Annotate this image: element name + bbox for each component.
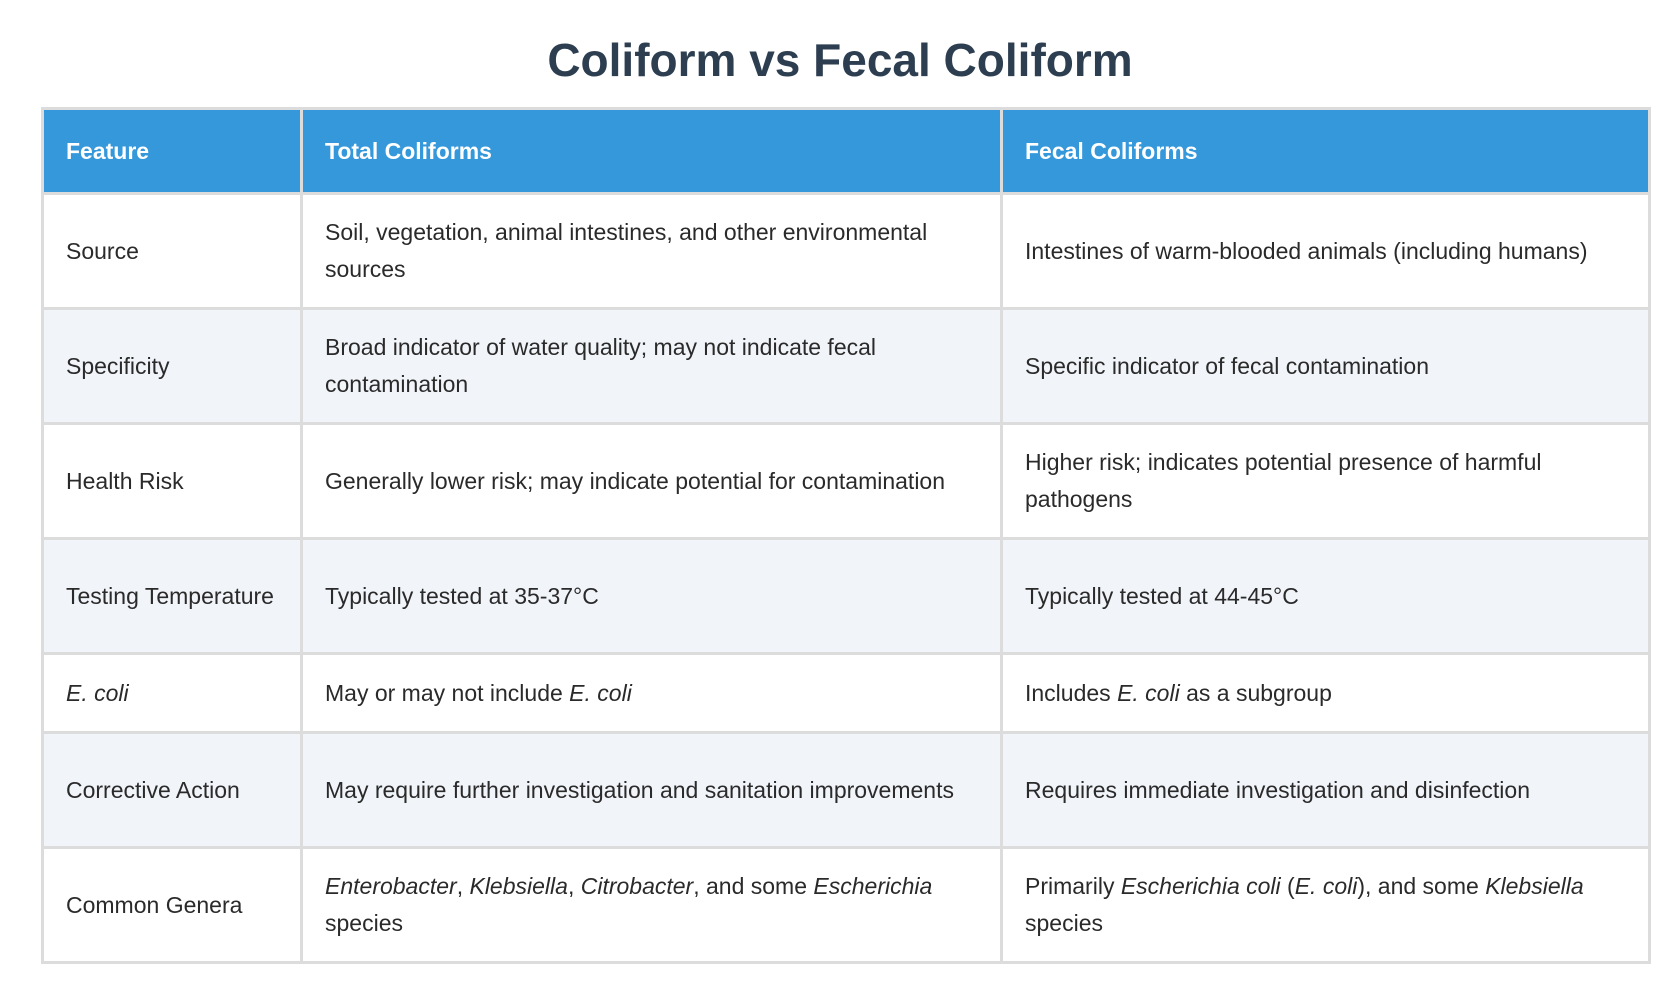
feature-cell: Testing Temperature — [41, 537, 303, 655]
cell-text: Source — [66, 237, 139, 264]
cell-text: Specific indicator of fecal contaminatio… — [1025, 352, 1429, 379]
cell-text: as a subgroup — [1179, 679, 1332, 706]
cell-text: Primarily — [1025, 873, 1121, 899]
cell-text: Corrective Action — [66, 776, 240, 803]
cell-text: Broad indicator of water quality; may no… — [325, 334, 877, 397]
cell-text: May require further investigation and sa… — [325, 776, 954, 803]
table-row: E. coli May or may not include E. coli Inc… — [41, 652, 1651, 734]
feature-cell: Health Risk — [41, 422, 303, 540]
table-cell: Intestines of warm-blooded animals (incl… — [1000, 192, 1651, 310]
cell-text: Higher risk; indicates potential presenc… — [1025, 449, 1542, 512]
table-cell: Generally lower risk; may indicate poten… — [300, 422, 1003, 540]
cell-text: Specificity — [66, 352, 170, 379]
table-row: Corrective Action May require further inv… — [41, 731, 1651, 849]
table-cell: Higher risk; indicates potential presenc… — [1000, 422, 1651, 540]
italic-text: E. coli — [1294, 873, 1358, 899]
italic-text: E. coli — [66, 679, 129, 706]
feature-cell: Common Genera — [41, 846, 303, 964]
cell-text: Requires immediate investigation and dis… — [1025, 776, 1531, 803]
table-cell: Includes E. coli as a subgroup — [1000, 652, 1651, 734]
table-cell: Enterobacter, Klebsiella, Citrobacter, a… — [300, 846, 1003, 964]
feature-cell: E. coli — [41, 652, 303, 734]
table-header: Feature Total Coliforms Fecal Coliforms — [41, 107, 1651, 195]
comparison-table: Feature Total Coliforms Fecal Coliforms So… — [41, 107, 1651, 964]
italic-text: Klebsiella — [1485, 873, 1584, 899]
table-cell: May require further investigation and sa… — [300, 731, 1003, 849]
feature-cell: Specificity — [41, 307, 303, 425]
cell-text: , and some — [693, 873, 814, 899]
italic-text: Escherichia — [813, 873, 933, 899]
table-row: Health Risk Generally lower risk; may ind… — [41, 422, 1651, 540]
italic-text: Escherichia coli — [1120, 873, 1281, 899]
feature-cell: Source — [41, 192, 303, 310]
table-body: Source Soil, vegetation, animal intestine… — [41, 192, 1651, 964]
table-row: Testing Temperature Typically tested at 3… — [41, 537, 1651, 655]
table-cell: Typically tested at 35-37°C — [300, 537, 1003, 655]
cell-text: ( — [1280, 873, 1295, 899]
cell-text: Soil, vegetation, animal intestines, and… — [325, 219, 928, 282]
cell-text: Common Genera — [66, 891, 243, 918]
table-cell: May or may not include E. coli — [300, 652, 1003, 734]
cell-text: Typically tested at 35-37°C — [325, 582, 599, 609]
table-cell: Soil, vegetation, animal intestines, and… — [300, 192, 1003, 310]
italic-text: Enterobacter — [325, 873, 457, 899]
italic-text: Klebsiella — [469, 873, 568, 899]
column-header: Feature — [41, 107, 303, 195]
cell-text: , — [456, 873, 470, 899]
column-header: Total Coliforms — [300, 107, 1003, 195]
cell-text: Generally lower risk; may indicate poten… — [325, 467, 946, 494]
italic-text: E. coli — [569, 679, 632, 706]
table-row: Common Genera Enterobacter, Klebsiella, C… — [41, 846, 1651, 964]
cell-text: species — [1025, 910, 1103, 936]
title: Coliform vs Fecal Coliform — [547, 34, 1133, 86]
column-header: Fecal Coliforms — [1000, 107, 1651, 195]
cell-text: ), and some — [1357, 873, 1486, 899]
table-row: Source Soil, vegetation, animal intestine… — [41, 192, 1651, 310]
cell-text: May or may not include — [325, 679, 570, 706]
cell-text: Health Risk — [66, 467, 184, 494]
table-cell: Specific indicator of fecal contaminatio… — [1000, 307, 1651, 425]
header-row: Feature Total Coliforms Fecal Coliforms — [41, 107, 1651, 195]
table-cell: Broad indicator of water quality; may no… — [300, 307, 1003, 425]
cell-text: Testing Temperature — [66, 582, 274, 609]
table-row: Specificity Broad indicator of water qual… — [41, 307, 1651, 425]
cell-text: Includes — [1025, 679, 1118, 706]
cell-text: , — [567, 873, 581, 899]
table-cell: Typically tested at 44-45°C — [1000, 537, 1651, 655]
italic-text: Citrobacter — [580, 873, 694, 899]
cell-text: Typically tested at 44-45°C — [1025, 582, 1299, 609]
feature-cell: Corrective Action — [41, 731, 303, 849]
cell-text: species — [325, 910, 403, 936]
italic-text: E. coli — [1117, 679, 1180, 706]
cell-text: Intestines of warm-blooded animals (incl… — [1025, 237, 1588, 264]
table-cell: Primarily Escherichia coli (E. coli), an… — [1000, 846, 1651, 964]
table-cell: Requires immediate investigation and dis… — [1000, 731, 1651, 849]
